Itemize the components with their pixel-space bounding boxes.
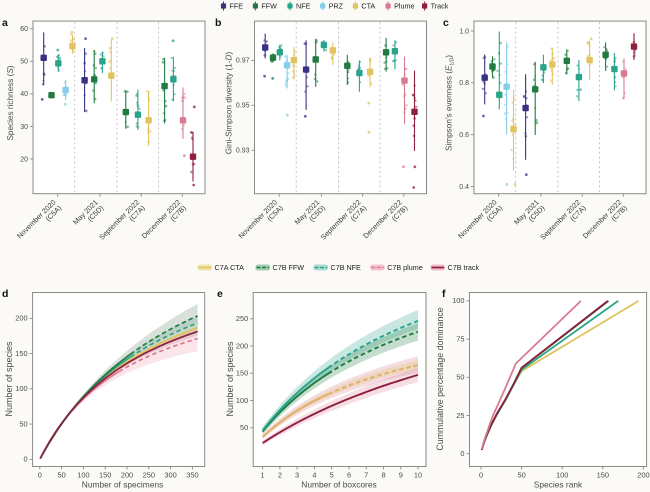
svg-text:Number of species: Number of species	[225, 341, 235, 417]
svg-text:a: a	[2, 17, 8, 29]
svg-text:300: 300	[164, 471, 176, 480]
svg-text:NFE: NFE	[296, 2, 311, 11]
svg-text:C7B FFW: C7B FFW	[273, 263, 305, 272]
svg-text:40: 40	[20, 91, 28, 98]
svg-text:50: 50	[20, 59, 28, 66]
svg-text:50: 50	[19, 419, 27, 428]
svg-text:FFE: FFE	[230, 2, 244, 11]
svg-text:10: 10	[414, 471, 422, 480]
svg-text:250: 250	[236, 314, 248, 323]
svg-text:C7B plume: C7B plume	[387, 263, 423, 272]
svg-text:0.8: 0.8	[459, 80, 469, 87]
svg-text:100: 100	[77, 471, 89, 480]
svg-text:0.93: 0.93	[236, 148, 250, 155]
svg-text:Number of species: Number of species	[4, 341, 14, 417]
svg-text:200: 200	[236, 341, 248, 350]
svg-text:0.4: 0.4	[459, 184, 469, 191]
svg-text:Species richness (S): Species richness (S)	[6, 65, 15, 140]
svg-text:Number of boxcores: Number of boxcores	[301, 480, 376, 490]
svg-text:150: 150	[15, 349, 27, 358]
svg-text:0.6: 0.6	[459, 132, 469, 139]
svg-text:150: 150	[99, 471, 111, 480]
svg-text:75: 75	[456, 334, 464, 343]
svg-text:100: 100	[556, 471, 568, 480]
svg-text:Track: Track	[431, 2, 449, 11]
svg-text:1: 1	[261, 471, 265, 480]
svg-text:25: 25	[456, 411, 464, 420]
svg-text:100: 100	[452, 296, 464, 305]
svg-text:7: 7	[364, 471, 368, 480]
svg-text:Number of specimens: Number of specimens	[82, 480, 163, 490]
svg-text:C7B track: C7B track	[448, 263, 480, 272]
svg-text:c: c	[443, 17, 449, 29]
svg-text:PRZ: PRZ	[329, 2, 344, 11]
svg-text:50: 50	[456, 373, 464, 382]
svg-text:100: 100	[15, 384, 27, 393]
svg-text:0.95: 0.95	[236, 103, 250, 110]
svg-text:Plume: Plume	[394, 2, 414, 11]
svg-text:200: 200	[15, 314, 27, 323]
svg-text:50: 50	[57, 471, 65, 480]
svg-text:Gini-Simpson diversity (1-D): Gini-Simpson diversity (1-D)	[225, 52, 234, 155]
svg-text:6: 6	[347, 471, 351, 480]
svg-text:d: d	[2, 288, 8, 300]
svg-text:0: 0	[23, 455, 27, 464]
svg-text:4: 4	[312, 471, 316, 480]
svg-text:3: 3	[295, 471, 299, 480]
svg-text:350: 350	[186, 471, 198, 480]
svg-text:C7A CTA: C7A CTA	[215, 263, 245, 272]
svg-text:150: 150	[597, 471, 609, 480]
svg-text:Simpson’s evenness (E1/D): Simpson’s evenness (E1/D)	[445, 55, 456, 151]
svg-text:0: 0	[460, 449, 464, 458]
svg-text:Species rank: Species rank	[534, 480, 583, 490]
svg-text:0.97: 0.97	[236, 58, 250, 65]
svg-text:150: 150	[236, 369, 248, 378]
svg-text:200: 200	[637, 471, 649, 480]
svg-text:30: 30	[20, 124, 28, 131]
svg-text:b: b	[215, 17, 221, 29]
svg-text:9: 9	[399, 471, 403, 480]
svg-text:C7B NFE: C7B NFE	[331, 263, 362, 272]
svg-text:0: 0	[479, 471, 483, 480]
svg-text:250: 250	[143, 471, 155, 480]
svg-text:f: f	[442, 288, 446, 300]
svg-text:60: 60	[20, 26, 28, 33]
svg-text:FFW: FFW	[261, 2, 277, 11]
svg-text:e: e	[217, 288, 223, 300]
svg-text:200: 200	[121, 471, 133, 480]
svg-text:1.0: 1.0	[459, 28, 469, 35]
svg-text:5: 5	[330, 471, 334, 480]
svg-text:50: 50	[240, 423, 248, 432]
svg-text:8: 8	[381, 471, 385, 480]
svg-text:0: 0	[38, 471, 42, 480]
svg-text:50: 50	[517, 471, 525, 480]
svg-text:CTA: CTA	[361, 2, 375, 11]
svg-text:Cummulative percentage dominan: Cummulative percentage dominance	[435, 307, 445, 450]
svg-text:20: 20	[20, 156, 28, 163]
svg-text:100: 100	[236, 396, 248, 405]
svg-text:2: 2	[278, 471, 282, 480]
